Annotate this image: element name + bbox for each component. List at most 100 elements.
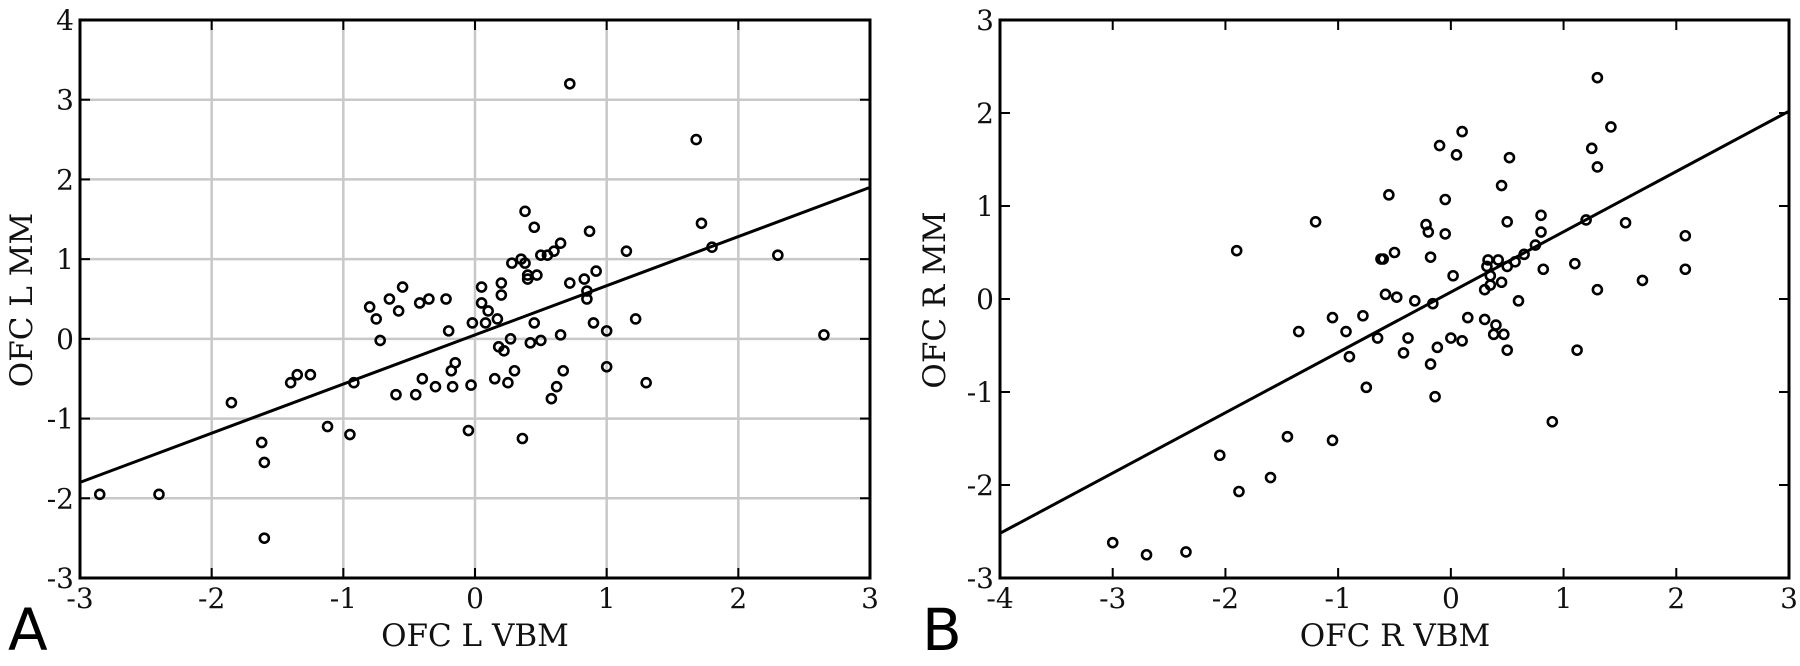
x-tick-label: 1 — [1555, 582, 1573, 615]
panel-b-fit-line-group — [999, 109, 1790, 535]
data-point — [545, 392, 558, 405]
data-point — [1371, 332, 1384, 344]
data-point — [1591, 283, 1604, 296]
data-point — [1492, 254, 1504, 266]
data-point — [640, 376, 652, 389]
data-point — [1503, 151, 1516, 164]
data-point — [291, 368, 304, 381]
data-point — [258, 456, 271, 469]
data-point — [1450, 149, 1463, 161]
y-tick-label: -2 — [47, 482, 74, 515]
data-point — [1439, 228, 1452, 240]
x-tick-label: 2 — [1667, 582, 1685, 615]
panel-a-grid — [78, 18, 872, 580]
data-point — [1509, 255, 1521, 268]
data-point — [1679, 229, 1692, 242]
data-point — [429, 380, 442, 393]
data-point — [304, 368, 317, 381]
data-point — [1481, 260, 1493, 273]
panel-a-points — [93, 77, 830, 544]
y-tick-label: 2 — [56, 163, 74, 196]
data-point — [465, 379, 477, 391]
data-point — [1495, 179, 1508, 192]
panel-b-plot-frame — [998, 18, 1791, 580]
data-point — [1529, 239, 1542, 251]
data-point — [528, 221, 541, 234]
panel-b-x-axis-label: OFC R VBM — [1300, 618, 1491, 654]
y-tick-label: 1 — [976, 190, 994, 223]
data-point — [1106, 536, 1119, 549]
data-point — [498, 345, 510, 357]
x-tick-label: 0 — [1442, 582, 1460, 615]
data-point — [506, 257, 518, 269]
regression-line — [999, 109, 1790, 535]
data-point — [413, 297, 426, 309]
data-point — [1456, 335, 1468, 347]
x-tick-label: 3 — [1780, 582, 1798, 615]
data-point — [1309, 216, 1322, 228]
data-point — [449, 356, 462, 369]
data-point — [1439, 193, 1452, 206]
data-point — [1512, 295, 1525, 307]
data-point — [255, 436, 268, 449]
data-point — [535, 334, 547, 347]
data-point — [1422, 226, 1435, 238]
y-tick-label: -1 — [47, 403, 74, 436]
x-tick-label: 3 — [861, 582, 879, 615]
y-tick-label: 0 — [976, 283, 994, 316]
data-point — [344, 428, 356, 441]
data-point — [1390, 291, 1403, 303]
data-point — [153, 488, 165, 501]
data-point — [1445, 332, 1457, 344]
data-point — [423, 293, 435, 305]
data-point — [284, 376, 297, 389]
data-point — [1591, 71, 1604, 84]
data-point — [528, 317, 541, 329]
y-tick-label: 3 — [56, 84, 74, 117]
data-point — [1498, 328, 1510, 341]
data-point — [1461, 311, 1474, 324]
x-tick-label: -3 — [1099, 582, 1126, 615]
data-point — [1535, 209, 1547, 222]
data-point — [93, 488, 106, 501]
panel-a-scatter-plot: -3 -2 -1 0 1 2 3 -3 -2 -1 0 1 2 3 4 OFC L VBM OFC L MM… — [4, 4, 879, 664]
data-point — [695, 217, 708, 230]
data-point — [1213, 449, 1226, 462]
data-point — [1487, 328, 1500, 341]
data-point — [690, 133, 703, 146]
data-point — [482, 305, 494, 317]
panel-b-y-axis-label: OFC R MM — [917, 211, 953, 388]
data-point — [583, 225, 596, 238]
data-point — [557, 364, 570, 377]
data-point — [1546, 415, 1559, 428]
x-tick-label: -3 — [66, 582, 93, 615]
panel-a-letter: A — [8, 596, 48, 664]
data-point — [1340, 325, 1352, 338]
data-point — [1484, 279, 1497, 291]
x-tick-label: 2 — [729, 582, 747, 615]
data-point — [1429, 390, 1441, 403]
data-point — [225, 396, 238, 409]
data-point — [1180, 546, 1192, 558]
data-point — [600, 360, 613, 373]
data-point — [1388, 246, 1401, 259]
panel-a-plot-frame — [78, 18, 872, 580]
data-point — [590, 265, 602, 277]
data-point — [466, 317, 479, 329]
data-point — [1431, 341, 1444, 354]
data-point — [479, 317, 492, 329]
data-point — [1591, 161, 1604, 173]
data-point — [409, 388, 422, 401]
y-tick-label: -3 — [967, 562, 994, 595]
panel-a-y-axis-label: OFC L MM — [4, 213, 40, 387]
data-point — [1501, 216, 1514, 228]
data-point — [1264, 471, 1277, 484]
data-point — [1408, 295, 1421, 307]
y-tick-label: -3 — [47, 562, 74, 595]
data-point — [550, 380, 563, 393]
data-point — [1478, 313, 1491, 326]
data-point — [1456, 125, 1468, 138]
data-point — [1495, 276, 1508, 289]
x-tick-label: -1 — [1325, 582, 1352, 615]
